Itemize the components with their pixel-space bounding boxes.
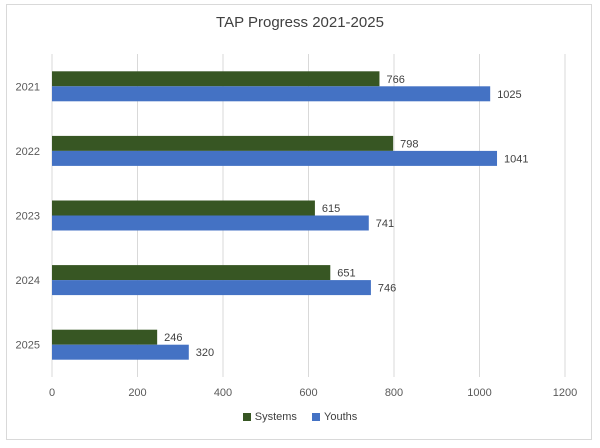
bar-youths (52, 280, 371, 296)
legend: Systems Youths (0, 411, 600, 424)
data-label: 766 (386, 74, 404, 86)
bar-systems (52, 265, 331, 281)
x-tick-label: 400 (214, 387, 232, 399)
y-tick-label: 2025 (16, 340, 40, 352)
data-label: 246 (164, 332, 182, 344)
bar-youths (52, 215, 369, 231)
data-label: 741 (376, 218, 394, 230)
x-tick-label: 800 (385, 387, 403, 399)
y-tick-label: 2022 (16, 146, 40, 158)
data-label: 1025 (497, 89, 521, 101)
legend-item-systems: Systems (242, 411, 297, 423)
x-tick-label: 0 (49, 387, 55, 399)
bar-youths (52, 150, 498, 166)
bar-youths (52, 86, 491, 102)
bar-systems (52, 135, 394, 151)
legend-swatch-youths (312, 413, 320, 421)
legend-label-systems: Systems (254, 411, 297, 423)
data-label: 1041 (504, 153, 528, 165)
data-label: 746 (378, 283, 396, 295)
y-tick-label: 2023 (16, 211, 40, 223)
x-tick-label: 1200 (553, 387, 577, 399)
bar-systems (52, 329, 158, 345)
y-tick-label: 2021 (16, 81, 40, 93)
data-label: 651 (337, 268, 355, 280)
bar-systems (52, 200, 315, 216)
legend-swatch-systems (242, 413, 251, 421)
x-tick-label: 1000 (467, 387, 491, 399)
bar-youths (52, 344, 189, 360)
data-label: 320 (196, 347, 214, 359)
x-tick-label: 200 (128, 387, 146, 399)
bar-systems (52, 71, 380, 87)
legend-item-youths: Youths (312, 411, 357, 423)
y-tick-label: 2024 (16, 275, 40, 287)
data-label: 615 (322, 203, 340, 215)
legend-label-youths: Youths (324, 411, 358, 423)
x-tick-label: 600 (299, 387, 317, 399)
data-label: 798 (400, 138, 418, 150)
chart-title: TAP Progress 2021-2025 (216, 14, 384, 31)
